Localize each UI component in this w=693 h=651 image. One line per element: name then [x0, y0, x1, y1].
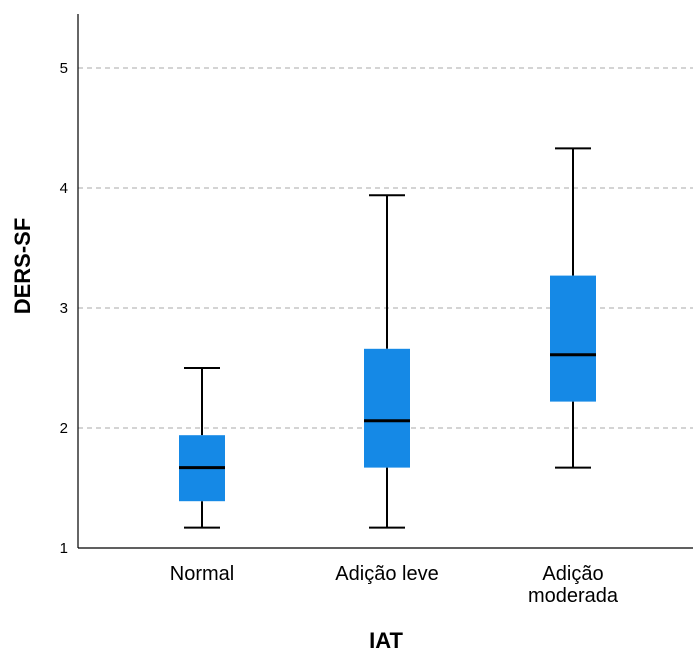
- axes: [77, 14, 693, 549]
- x-category-label: Normal: [170, 563, 234, 585]
- y-tick-label: 5: [60, 60, 68, 77]
- iqr-box: [364, 348, 410, 468]
- iqr-box: [550, 275, 596, 402]
- y-tick-label: 3: [60, 300, 68, 317]
- y-tick-labels: 1 2 3 4 5: [60, 60, 68, 557]
- x-category-labels: Normal Adição leve Adição moderada: [170, 563, 619, 607]
- boxes: [179, 147, 596, 529]
- box-group: [364, 194, 410, 529]
- y-tick-label: 2: [60, 420, 68, 437]
- y-axis-title: DERS-SF: [10, 218, 35, 315]
- box-group: [550, 147, 596, 469]
- x-category-label: Adição leve: [335, 563, 438, 585]
- y-tick-label: 1: [60, 540, 68, 557]
- y-tick-label: 4: [60, 180, 68, 197]
- x-category-label: Adição moderada: [528, 563, 619, 607]
- x-axis-title: IAT: [369, 628, 403, 651]
- box-group: [179, 367, 225, 529]
